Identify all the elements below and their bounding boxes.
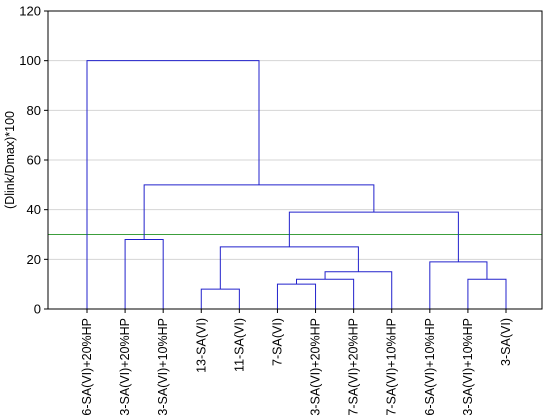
grid-lines xyxy=(48,10,542,260)
y-tick-label: 80 xyxy=(27,103,41,118)
dendrogram-link xyxy=(200,288,240,309)
x-tick-label: 3-SA(VI)+10%HP xyxy=(461,318,475,416)
x-tick-labels: 6-SA(VI)+20%HP 13-SA(VI)+20%HP 13-SA(VI)+1… xyxy=(80,318,513,416)
x-tick-label: 13-SA(VI)+20%HP xyxy=(118,318,132,416)
x-tick-label: 6-SA(VI)+20%HP xyxy=(80,318,94,416)
x-tick-label: 13-SA(VI) xyxy=(194,318,208,373)
y-tick-label: 120 xyxy=(19,4,41,19)
y-axis-label: (Dlink/Dmax)*100 xyxy=(3,111,17,209)
x-tick-label: 7-SA(VI) xyxy=(270,318,284,366)
y-tick-label: 40 xyxy=(27,202,41,217)
y-tick-label: 20 xyxy=(27,252,41,267)
dendrogram-link xyxy=(86,60,260,309)
x-tick-label: 11-SA(VI) xyxy=(232,318,246,372)
dendrogram-link xyxy=(219,246,359,290)
dendrogram-link xyxy=(429,261,488,309)
x-tick-label: 3-SA(VI)+20%HP xyxy=(309,318,323,416)
y-tick-label: 60 xyxy=(27,153,41,168)
x-tick-label: 13-SA(VI)+10%HP xyxy=(156,318,170,416)
dendrogram-link xyxy=(467,278,507,309)
x-tick-label: 3-SA(VI) xyxy=(499,318,513,366)
y-tick-label: 0 xyxy=(34,302,41,317)
dendrogram-links xyxy=(86,60,507,309)
dendrogram-link xyxy=(288,211,459,262)
dendrogram-link xyxy=(324,271,393,309)
y-tick-label: 100 xyxy=(19,53,41,68)
x-tick-label: 7-SA(VI)+20%HP xyxy=(347,318,361,416)
dendrogram-link xyxy=(124,238,164,309)
y-tick-labels: 0 20 40 60 80 100 120 xyxy=(19,4,41,317)
dendrogram-link xyxy=(276,283,317,309)
x-tick-label: 7-SA(VI)+10%HP xyxy=(385,318,399,416)
axes xyxy=(44,10,543,313)
x-tick-label: 6-SA(VI)+10%HP xyxy=(423,318,437,416)
